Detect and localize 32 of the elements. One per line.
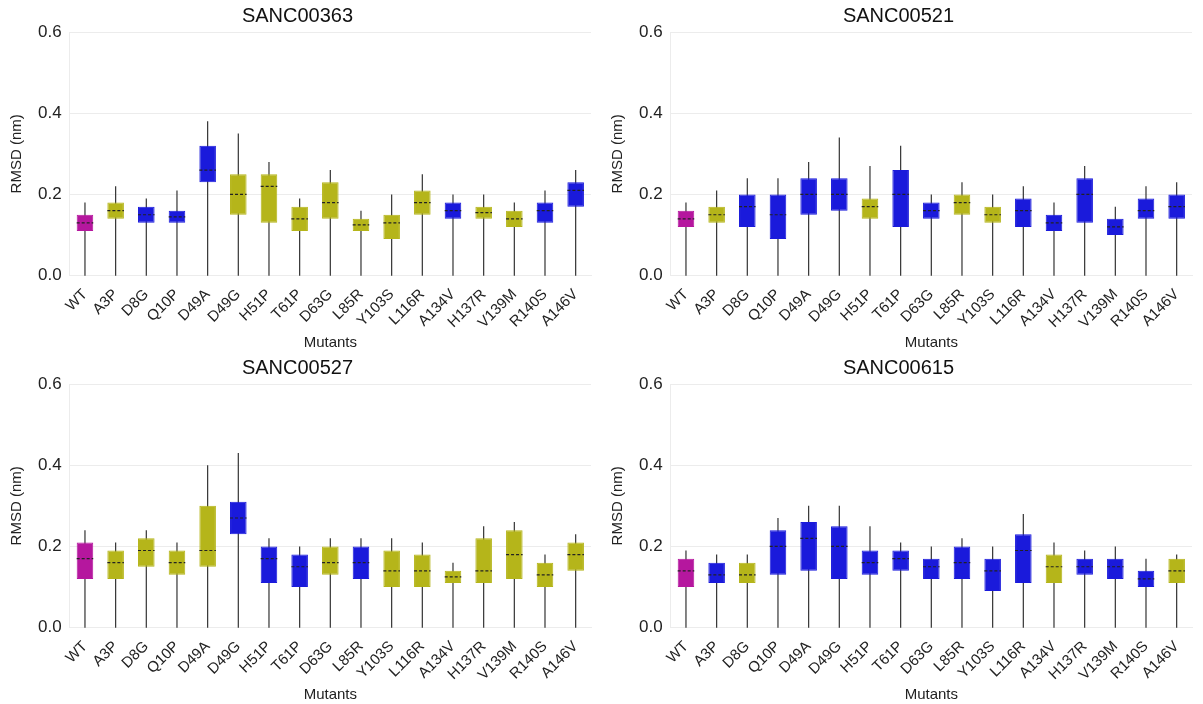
chart-title: SANC00615 — [842, 355, 955, 378]
x-tick-label: WT — [662, 637, 692, 666]
y-tick-label: 0.2 — [638, 184, 663, 204]
y-axis-title: RMSD (nm) — [608, 466, 626, 546]
chart-title: SANC00527 — [241, 355, 354, 378]
y-axis-title: RMSD (nm) — [608, 114, 626, 194]
y-tick-label: 0.2 — [638, 536, 663, 556]
y-axis-title: RMSD (nm) — [7, 466, 25, 546]
x-axis-title: Mutants — [303, 333, 357, 351]
y-tick-label: 0.2 — [37, 184, 62, 204]
y-tick-label: 0.6 — [37, 373, 62, 393]
x-tick-label: WT — [662, 285, 692, 314]
y-tick-label: 0.6 — [638, 21, 663, 41]
y-axis-title: RMSD (nm) — [7, 114, 25, 194]
y-tick-label: 0.0 — [638, 617, 663, 637]
y-tick-label: 0.0 — [37, 617, 62, 637]
y-tick-label: 0.6 — [37, 21, 62, 41]
y-tick-label: 0.4 — [638, 102, 663, 122]
x-axis-title: Mutants — [904, 685, 958, 703]
y-tick-label: 0.2 — [37, 536, 62, 556]
chart-title: SANC00521 — [842, 3, 955, 26]
y-tick-label: 0.0 — [638, 265, 663, 285]
y-tick-label: 0.0 — [37, 265, 62, 285]
x-axis-title: Mutants — [904, 333, 958, 351]
y-tick-label: 0.4 — [37, 102, 62, 122]
y-tick-label: 0.4 — [638, 454, 663, 474]
x-axis-title: Mutants — [303, 685, 357, 703]
y-tick-label: 0.4 — [37, 454, 62, 474]
x-tick-label: WT — [61, 285, 91, 314]
x-tick-label: WT — [61, 637, 91, 666]
chart-title: SANC00363 — [241, 3, 354, 26]
y-tick-label: 0.6 — [638, 373, 663, 393]
